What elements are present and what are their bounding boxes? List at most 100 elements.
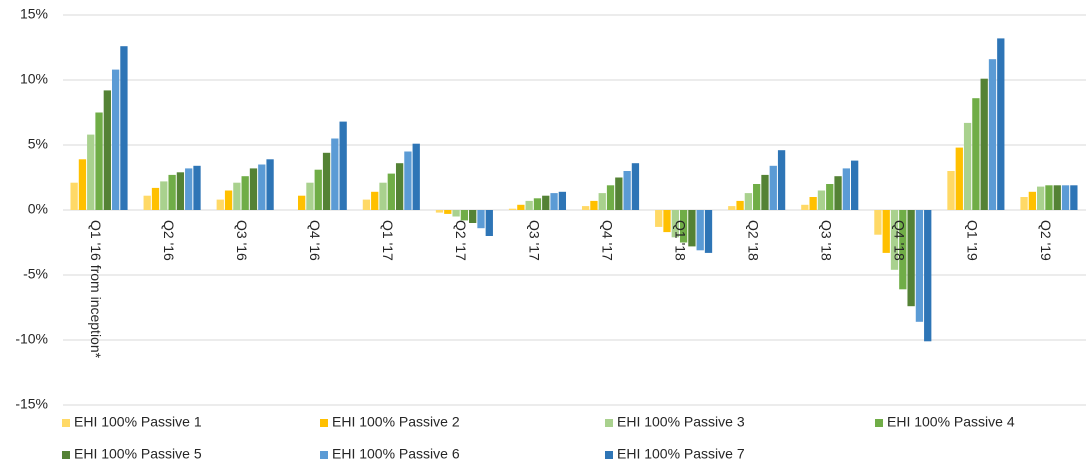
bar: [696, 210, 704, 251]
bar: [581, 206, 590, 210]
bar: [193, 165, 201, 210]
x-tick-label: Q1 '16 from inception*: [88, 220, 104, 359]
bar: [111, 69, 120, 210]
bar: [249, 168, 258, 210]
bar: [143, 195, 151, 210]
bar: [233, 182, 241, 210]
bar: [761, 174, 769, 210]
x-tick-label: Q4 '17: [599, 220, 615, 261]
bar: [809, 197, 817, 210]
legend-label: EHI 100% Passive 5: [74, 446, 202, 462]
bar: [298, 195, 306, 210]
x-tick-label: Q4 '16: [307, 220, 323, 261]
bar: [258, 164, 266, 210]
bar: [452, 210, 460, 217]
bar: [623, 171, 631, 210]
bar: [963, 122, 972, 210]
bar: [606, 185, 615, 210]
bar: [550, 193, 558, 210]
bar: [890, 210, 899, 270]
legend-swatch: [62, 451, 70, 459]
bar: [435, 210, 444, 213]
bar: [525, 200, 533, 210]
x-tick-label: Q1 '18: [672, 220, 688, 261]
bar: [834, 176, 842, 210]
bar: [679, 210, 688, 243]
x-tick-label: Q2 '16: [161, 220, 177, 261]
bar: [631, 163, 640, 210]
bar: [517, 204, 525, 210]
bar: [688, 210, 696, 247]
bar: [151, 187, 160, 210]
bar: [485, 210, 493, 236]
bar: [753, 184, 761, 210]
bar: [1053, 185, 1061, 210]
bar: [168, 174, 176, 210]
bar: [1020, 197, 1028, 210]
bar: [160, 181, 168, 210]
bar: [241, 176, 249, 210]
bar: [590, 200, 598, 210]
bar: [339, 121, 347, 210]
y-tick-label: 10%: [20, 71, 48, 87]
legend-label: EHI 100% Passive 4: [887, 414, 1015, 430]
legend-swatch: [875, 419, 883, 427]
bar: [671, 210, 679, 238]
bar: [322, 152, 331, 210]
bar: [216, 199, 224, 210]
bar: [404, 151, 412, 210]
bar: [331, 138, 339, 210]
bar: [395, 163, 404, 210]
bar: [899, 210, 907, 290]
x-tick-label: Q2 '17: [453, 220, 469, 261]
bar: [801, 204, 809, 210]
y-tick-label: -5%: [23, 266, 48, 282]
legend-label: EHI 100% Passive 7: [617, 446, 745, 462]
bar: [460, 210, 469, 221]
bar: [997, 38, 1005, 211]
y-tick-label: -10%: [15, 331, 48, 347]
bar: [1070, 185, 1078, 210]
x-tick-label: Q1 '19: [965, 220, 981, 261]
bar: [477, 210, 485, 229]
bar: [78, 159, 87, 210]
bar: [371, 191, 379, 210]
bar: [915, 210, 924, 322]
bar: [70, 182, 78, 210]
bar: [598, 193, 606, 210]
bar: [842, 168, 850, 210]
legend-swatch: [320, 419, 328, 427]
bar: [314, 169, 322, 210]
bar: [362, 199, 371, 210]
bar: [176, 172, 185, 210]
legend-swatch: [62, 419, 70, 427]
x-tick-label: Q2 '18: [745, 220, 761, 261]
bar: [1061, 185, 1070, 210]
bar: [87, 134, 95, 210]
bar: [95, 112, 103, 210]
bar: [947, 171, 955, 210]
bar: [728, 206, 736, 210]
legend-label: EHI 100% Passive 6: [332, 446, 460, 462]
bar: [663, 210, 671, 233]
bar: [851, 160, 859, 210]
y-tick-label: 15%: [20, 6, 48, 22]
bar: [980, 78, 988, 210]
bar: [558, 191, 567, 210]
bar: [185, 168, 193, 210]
bar: [379, 182, 387, 210]
y-tick-label: 5%: [28, 136, 48, 152]
bar: [882, 210, 890, 253]
bar: [826, 184, 834, 210]
bar: [744, 193, 753, 210]
legend-swatch: [605, 419, 613, 427]
bar: [1045, 185, 1053, 210]
bar: [704, 210, 713, 253]
bar: [266, 159, 274, 210]
bar: [387, 173, 395, 210]
legend-label: EHI 100% Passive 1: [74, 414, 202, 430]
bar: [874, 210, 882, 235]
bar: [533, 198, 542, 210]
y-tick-label: 0%: [28, 201, 48, 217]
